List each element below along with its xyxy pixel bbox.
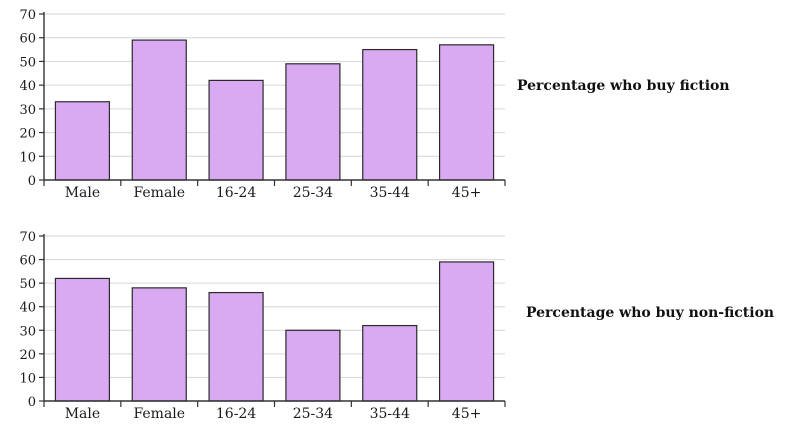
x-tick-label: 45+ [452,185,482,201]
y-tick-label: 30 [19,103,36,118]
x-tick-label: Male [65,406,100,422]
bar-16-24 [208,291,264,402]
non-fiction-chart-title: Percentage who buy non-fiction [526,305,774,321]
bar-female [131,39,187,181]
x-tick-label: Female [133,185,185,201]
bar-male [54,101,111,181]
bar-male [54,277,111,402]
y-tick-label: 10 [19,371,36,386]
bar-25-34 [285,329,341,402]
x-tick-label: 25-34 [293,185,333,201]
y-tick-label: 70 [19,230,36,245]
bar-35-44 [362,324,418,402]
y-tick-label: 60 [19,32,36,47]
bar-45- [438,261,495,402]
x-tick-label: 16-24 [216,185,256,201]
x-tick-label: 16-24 [216,406,256,422]
x-tick-label: 35-44 [370,185,410,201]
x-tick-label: 25-34 [293,406,333,422]
y-tick-label: 20 [19,127,36,142]
bar-25-34 [285,63,341,181]
y-tick-label: 70 [19,8,36,23]
bar-45- [438,44,495,181]
x-tick-label: 35-44 [370,406,410,422]
x-tick-label: Female [133,406,185,422]
bar-16-24 [208,79,264,181]
non-fiction-chart: 0 10 20 30 40 50 60 70 Male Female 16-24 25-34 35-44… [19,230,506,422]
x-tick-label: Male [65,185,100,201]
x-tick-label: 45+ [452,406,482,422]
bar-35-44 [362,48,418,181]
y-tick-label: 50 [19,55,36,70]
fiction-chart: 0 10 20 30 40 50 60 70 Male Female 16-24 25-34 35-44… [19,8,506,201]
fiction-chart-title: Percentage who buy fiction [517,78,730,94]
y-tick-label: 50 [19,277,36,292]
y-tick-label: 40 [19,79,36,94]
y-tick-label: 40 [19,301,36,316]
y-tick-label: 0 [28,395,36,410]
bar-female [131,287,187,402]
y-tick-label: 20 [19,348,36,363]
y-tick-label: 0 [28,174,36,189]
y-tick-label: 10 [19,150,36,165]
y-tick-label: 30 [19,324,36,339]
y-tick-label: 60 [19,254,36,269]
